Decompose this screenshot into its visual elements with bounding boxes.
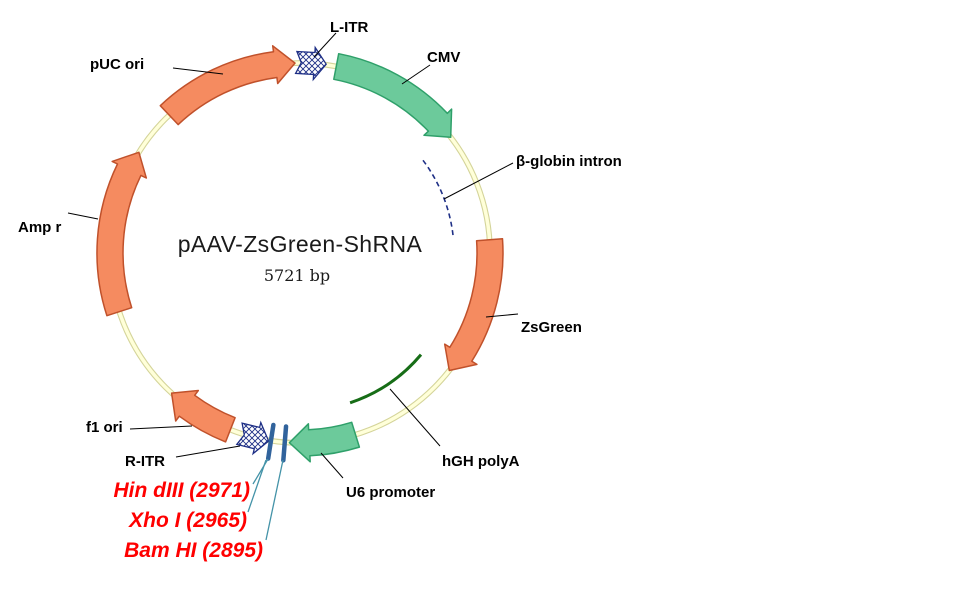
- leader-puc-ori: [172, 67, 224, 75]
- feature-arrow-zsgreen: [443, 238, 504, 372]
- leader-amp-r: [67, 212, 99, 220]
- feature-label-f1-ori: f1 ori: [86, 419, 123, 436]
- leader-u6-promoter: [320, 452, 344, 479]
- feature-itr-l-itr: [294, 45, 328, 82]
- restriction-tick-1: [265, 422, 276, 461]
- leader-xhoi-site: [247, 459, 267, 513]
- plasmid-feature-shapes: [96, 45, 504, 463]
- leader-f1-ori: [129, 425, 193, 430]
- plasmid-labels: L-ITR CMV β-globin intron ZsGreen hGH po…: [18, 19, 622, 562]
- feature-label-r-itr: R-ITR: [125, 453, 165, 470]
- restriction-site-hindiii: Hin dIII (2971): [113, 479, 250, 502]
- feature-label-beta-globin-intron: β-globin intron: [516, 153, 622, 170]
- feature-label-l-itr: L-ITR: [330, 19, 368, 36]
- leader-r-itr: [175, 445, 241, 458]
- feature-label-puc-ori: pUC ori: [90, 56, 144, 73]
- leader-beta-globin-intron: [443, 162, 514, 200]
- restriction-site-xhoi: Xho I (2965): [128, 509, 247, 532]
- plasmid-title: pAAV-ZsGreen-ShRNA: [178, 231, 423, 257]
- feature-label-cmv: CMV: [427, 49, 460, 66]
- leader-cmv: [401, 64, 431, 85]
- feature-arc-beta-globin-intron: [422, 159, 454, 237]
- feature-arc-hgh-polya: [349, 353, 423, 405]
- feature-itr-r-itr: [235, 420, 270, 456]
- restriction-site-bamhi: Bam HI (2895): [124, 539, 263, 562]
- feature-arrow-amp-r: [96, 151, 148, 317]
- leader-l-itr: [313, 32, 337, 58]
- feature-label-zsgreen: ZsGreen: [521, 319, 582, 336]
- feature-arrow-u6-promoter: [288, 421, 361, 463]
- feature-arrow-cmv: [333, 52, 453, 139]
- feature-arrow-f1-ori: [170, 389, 236, 443]
- leader-hgh-polya: [389, 388, 441, 447]
- feature-label-u6-promoter: U6 promoter: [346, 484, 435, 501]
- leader-zsgreen: [485, 313, 519, 318]
- feature-label-amp-r: Amp r: [18, 219, 62, 236]
- leader-bamhi-site: [265, 459, 284, 541]
- feature-label-hgh-polya: hGH polyA: [442, 453, 520, 470]
- plasmid-size: 5721 bp: [264, 266, 330, 285]
- restriction-tick-0: [281, 424, 289, 463]
- leader-hindiii-site: [252, 458, 269, 485]
- feature-arrow-puc-ori: [159, 45, 296, 126]
